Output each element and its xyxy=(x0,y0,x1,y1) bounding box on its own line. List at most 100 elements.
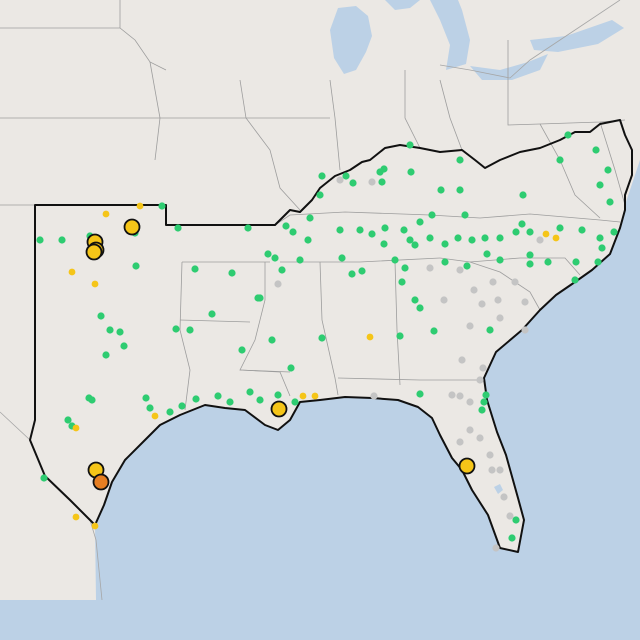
station-marker-ok[interactable] xyxy=(244,224,252,232)
station-marker-ok[interactable] xyxy=(486,326,494,334)
station-marker-ok[interactable] xyxy=(437,186,445,194)
station-marker-ok[interactable] xyxy=(296,256,304,264)
station-marker-ok[interactable] xyxy=(120,342,128,350)
station-marker-ok[interactable] xyxy=(596,181,604,189)
station-marker-ok[interactable] xyxy=(349,179,357,187)
station-marker-ok[interactable] xyxy=(336,226,344,234)
station-marker-ok[interactable] xyxy=(40,474,48,482)
station-marker-ok[interactable] xyxy=(400,226,408,234)
station-marker-ok[interactable] xyxy=(348,270,356,278)
station-marker-offline[interactable] xyxy=(476,434,484,442)
station-marker-ok[interactable] xyxy=(304,236,312,244)
station-marker-ok[interactable] xyxy=(264,250,272,258)
station-marker-offline[interactable] xyxy=(496,466,504,474)
station-marker-offline[interactable] xyxy=(368,178,376,186)
station-marker-offline[interactable] xyxy=(476,376,484,384)
station-marker-offline[interactable] xyxy=(536,236,544,244)
station-marker-ok[interactable] xyxy=(496,234,504,242)
station-marker-ok[interactable] xyxy=(482,391,490,399)
station-marker-ok[interactable] xyxy=(191,265,199,273)
station-marker-ok[interactable] xyxy=(318,172,326,180)
station-marker-ok[interactable] xyxy=(142,394,150,402)
station-marker-ok[interactable] xyxy=(172,325,180,333)
station-marker-ok[interactable] xyxy=(246,388,254,396)
station-marker-ok[interactable] xyxy=(208,310,216,318)
station-marker-ok[interactable] xyxy=(556,156,564,164)
station-marker-warning[interactable] xyxy=(366,333,374,341)
station-marker-ok[interactable] xyxy=(571,276,579,284)
station-marker-ok[interactable] xyxy=(456,156,464,164)
station-marker-ok[interactable] xyxy=(146,404,154,412)
station-marker-ok[interactable] xyxy=(407,168,415,176)
station-marker-ok[interactable] xyxy=(426,234,434,242)
station-marker-warning[interactable] xyxy=(102,210,110,218)
station-marker-ok[interactable] xyxy=(406,236,414,244)
station-marker-ok[interactable] xyxy=(592,146,600,154)
station-marker-ok[interactable] xyxy=(512,228,520,236)
station-marker-offline[interactable] xyxy=(456,392,464,400)
station-marker-ok[interactable] xyxy=(214,392,222,400)
large-station-marker-warning[interactable] xyxy=(85,243,103,261)
station-marker-offline[interactable] xyxy=(426,264,434,272)
station-marker-ok[interactable] xyxy=(64,416,72,424)
station-marker-ok[interactable] xyxy=(291,398,299,406)
station-marker-ok[interactable] xyxy=(519,191,527,199)
station-marker-offline[interactable] xyxy=(466,398,474,406)
station-marker-ok[interactable] xyxy=(556,224,564,232)
station-marker-ok[interactable] xyxy=(428,211,436,219)
large-station-marker-warning[interactable] xyxy=(123,218,141,236)
station-marker-ok[interactable] xyxy=(544,258,552,266)
station-marker-ok[interactable] xyxy=(186,326,194,334)
station-marker-ok[interactable] xyxy=(398,278,406,286)
station-marker-offline[interactable] xyxy=(274,280,282,288)
station-marker-ok[interactable] xyxy=(480,398,488,406)
station-marker-ok[interactable] xyxy=(416,390,424,398)
station-marker-offline[interactable] xyxy=(466,426,474,434)
station-marker-ok[interactable] xyxy=(526,228,534,236)
station-marker-ok[interactable] xyxy=(526,260,534,268)
large-station-marker-warning[interactable] xyxy=(458,457,476,475)
station-marker-ok[interactable] xyxy=(380,165,388,173)
large-station-marker-alert[interactable] xyxy=(92,473,110,491)
station-marker-offline[interactable] xyxy=(448,391,456,399)
station-marker-ok[interactable] xyxy=(396,332,404,340)
station-marker-ok[interactable] xyxy=(526,251,534,259)
station-marker-ok[interactable] xyxy=(102,351,110,359)
station-marker-ok[interactable] xyxy=(391,256,399,264)
station-marker-ok[interactable] xyxy=(342,172,350,180)
station-marker-ok[interactable] xyxy=(441,240,449,248)
station-marker-warning[interactable] xyxy=(136,202,144,210)
station-marker-offline[interactable] xyxy=(521,298,529,306)
station-marker-offline[interactable] xyxy=(336,176,344,184)
station-marker-warning[interactable] xyxy=(151,412,159,420)
station-marker-ok[interactable] xyxy=(116,328,124,336)
station-marker-ok[interactable] xyxy=(174,224,182,232)
station-marker-ok[interactable] xyxy=(278,266,286,274)
station-marker-offline[interactable] xyxy=(370,392,378,400)
station-marker-ok[interactable] xyxy=(380,240,388,248)
station-marker-ok[interactable] xyxy=(430,327,438,335)
station-marker-offline[interactable] xyxy=(488,466,496,474)
station-marker-offline[interactable] xyxy=(492,544,500,552)
station-marker-warning[interactable] xyxy=(311,392,319,400)
station-marker-offline[interactable] xyxy=(440,296,448,304)
station-marker-ok[interactable] xyxy=(454,234,462,242)
station-marker-ok[interactable] xyxy=(368,230,376,238)
station-marker-offline[interactable] xyxy=(511,278,519,286)
station-marker-offline[interactable] xyxy=(500,493,508,501)
station-marker-ok[interactable] xyxy=(518,220,526,228)
station-marker-ok[interactable] xyxy=(481,234,489,242)
station-marker-ok[interactable] xyxy=(36,236,44,244)
station-marker-warning[interactable] xyxy=(68,268,76,276)
station-marker-ok[interactable] xyxy=(228,269,236,277)
station-marker-ok[interactable] xyxy=(598,244,606,252)
station-marker-warning[interactable] xyxy=(552,234,560,242)
station-marker-ok[interactable] xyxy=(578,226,586,234)
station-marker-ok[interactable] xyxy=(282,222,290,230)
station-marker-ok[interactable] xyxy=(97,312,105,320)
station-marker-ok[interactable] xyxy=(478,406,486,414)
station-marker-ok[interactable] xyxy=(406,141,414,149)
station-marker-warning[interactable] xyxy=(91,522,99,530)
station-marker-offline[interactable] xyxy=(470,286,478,294)
station-marker-ok[interactable] xyxy=(441,258,449,266)
